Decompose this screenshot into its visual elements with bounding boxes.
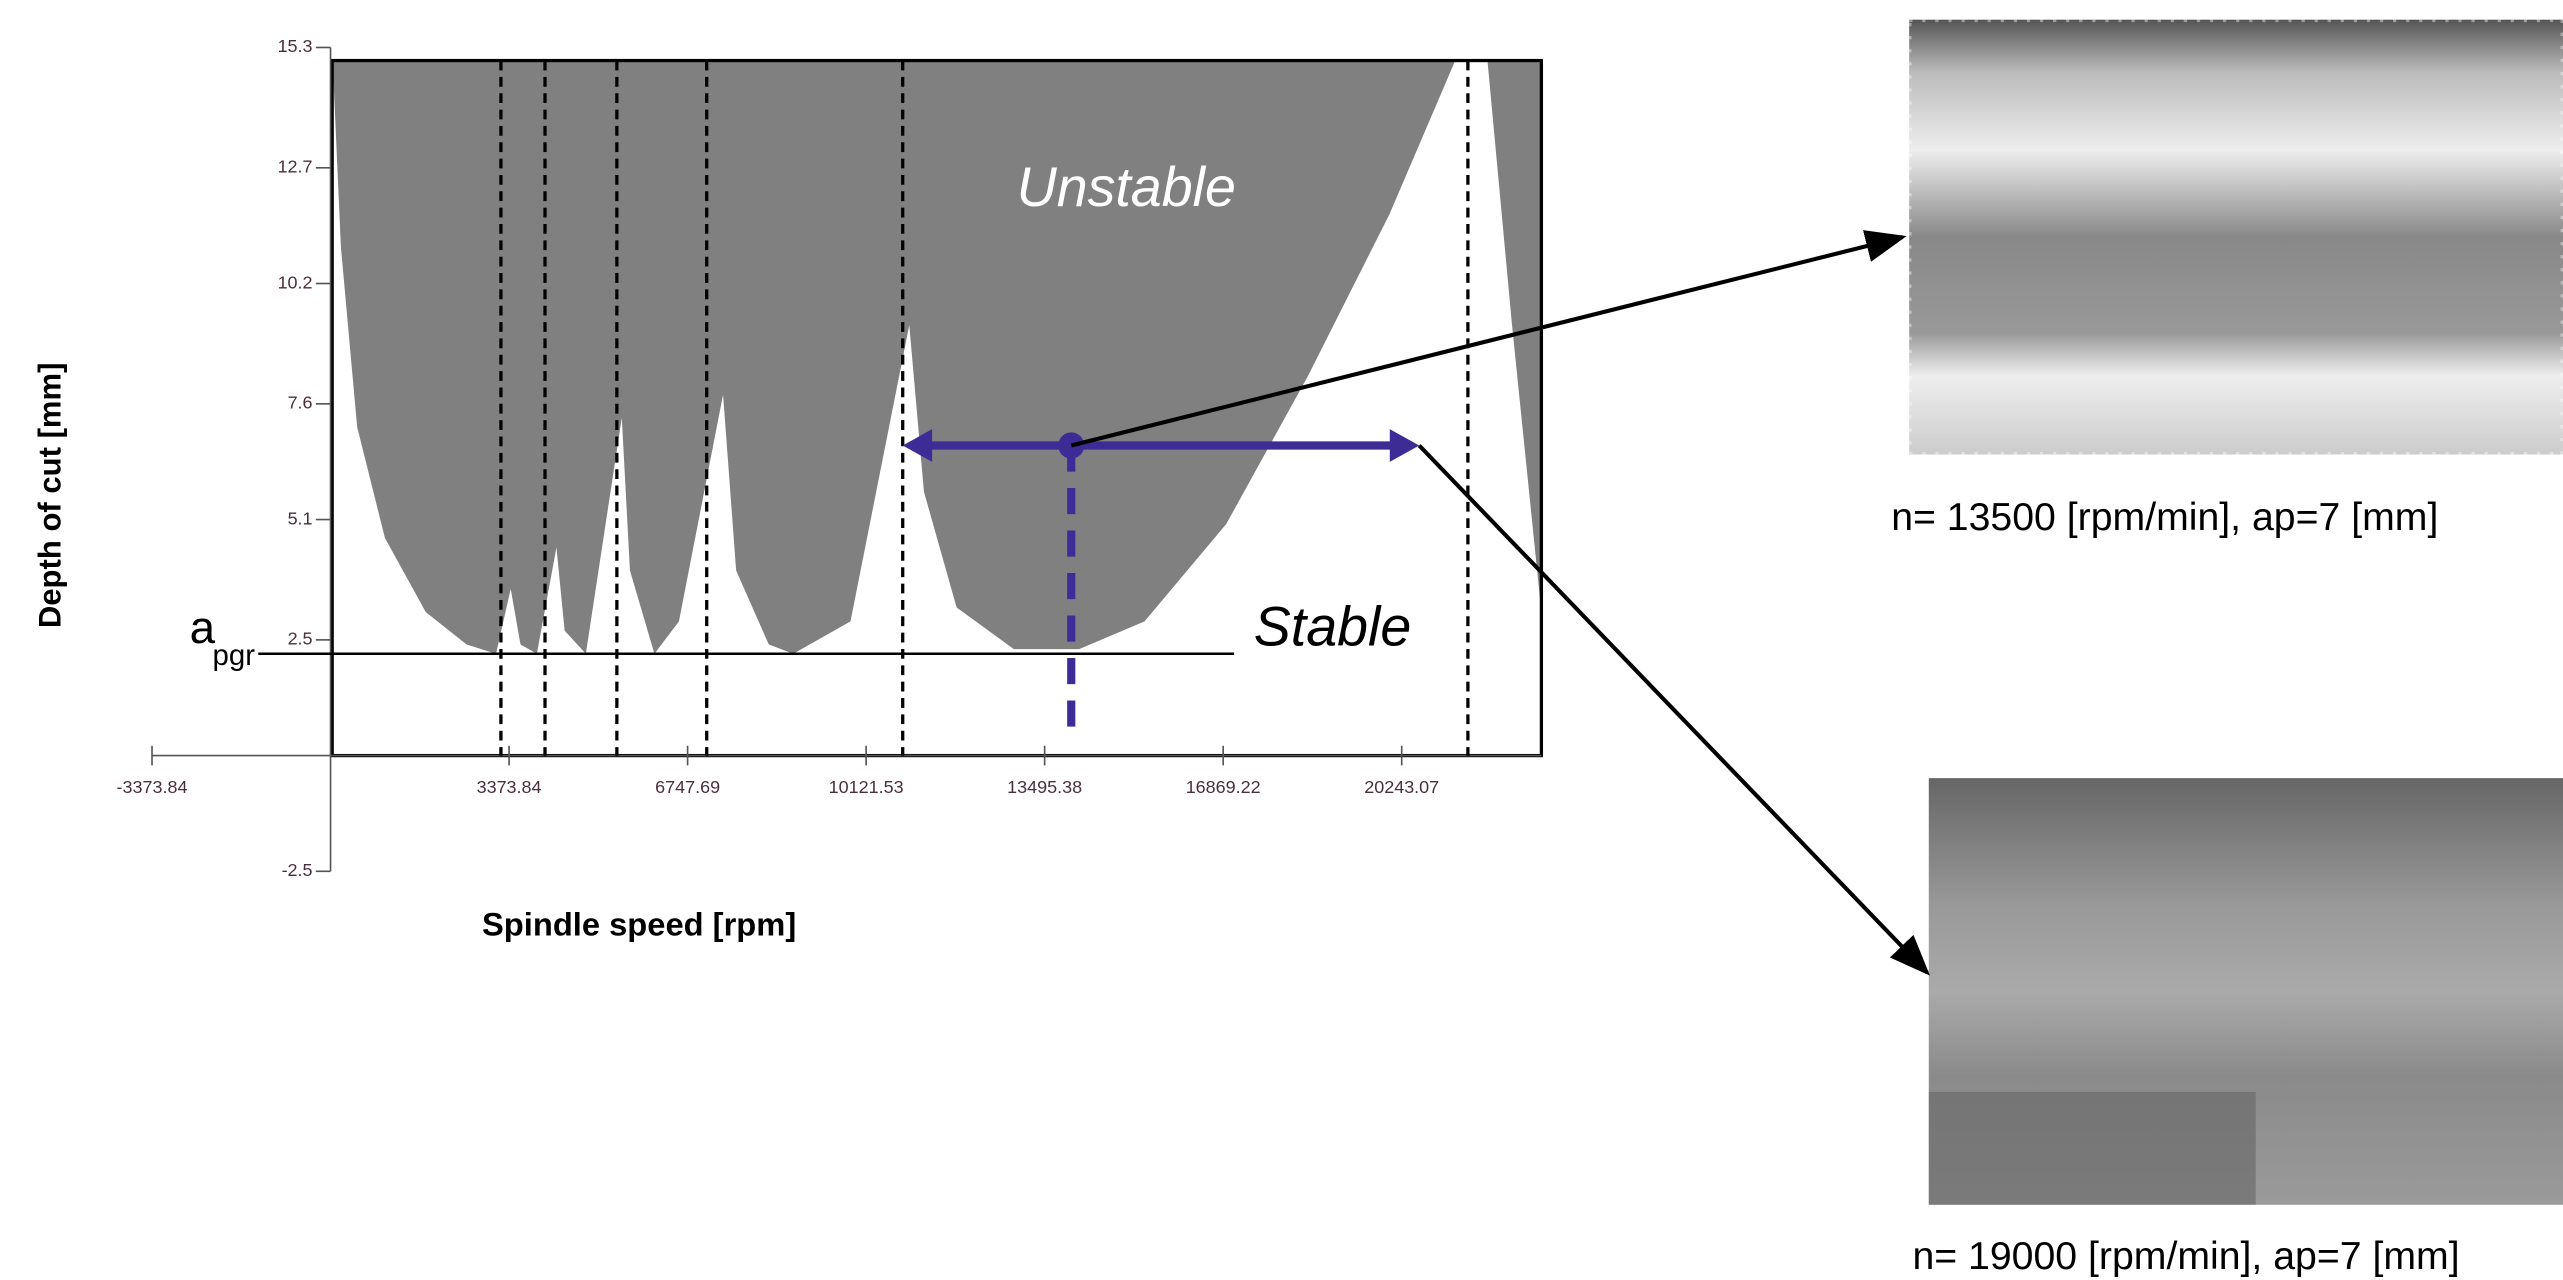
y-tick-label: 10.2 (278, 272, 313, 292)
photo (1909, 20, 2563, 455)
x-axis-label: Spindle speed [rpm] (482, 906, 796, 943)
y-tick-label: 5.1 (288, 508, 313, 528)
caption: n= 19000 [rpm/min], ap=7 [mm] (1912, 1234, 2459, 1278)
y-tick-label: 7.6 (288, 393, 313, 413)
x-tick-label: 10121.53 (829, 777, 904, 797)
y-tick-label: 15.3 (278, 36, 313, 56)
limit-subscript: pgr (212, 639, 255, 672)
stable-label: Stable (1254, 596, 1412, 658)
unstable-label: Unstable (1017, 156, 1236, 218)
figure: -3373.84 3373.84 6747.69 10121.53 13495.38 16… (0, 0, 2563, 1280)
operating-point (1058, 432, 1084, 458)
range-arrow (903, 429, 932, 462)
x-tick-label: 6747.69 (655, 777, 720, 797)
photo-detail (1929, 1092, 2256, 1205)
y-tick-label: 12.7 (278, 157, 313, 177)
x-tick-label: 20243.07 (1364, 777, 1439, 797)
y-axis-label: Depth of cut [mm] (33, 363, 68, 629)
x-tick-label: 13495.38 (1007, 777, 1082, 797)
unstable-region (333, 61, 1542, 654)
y-tick-label: -2.5 (282, 860, 313, 880)
range-arrow (1390, 429, 1419, 462)
x-tick-label: 3373.84 (477, 777, 542, 797)
caption: n= 13500 [rpm/min], ap=7 [mm] (1891, 495, 2438, 539)
chart: -3373.84 3373.84 6747.69 10121.53 13495.38 16… (117, 36, 1542, 880)
x-tick-label: 16869.22 (1186, 777, 1261, 797)
pointer-arrow (1419, 445, 1927, 972)
y-tick-label: 2.5 (288, 629, 313, 649)
x-tick-label: -3373.84 (117, 777, 188, 797)
